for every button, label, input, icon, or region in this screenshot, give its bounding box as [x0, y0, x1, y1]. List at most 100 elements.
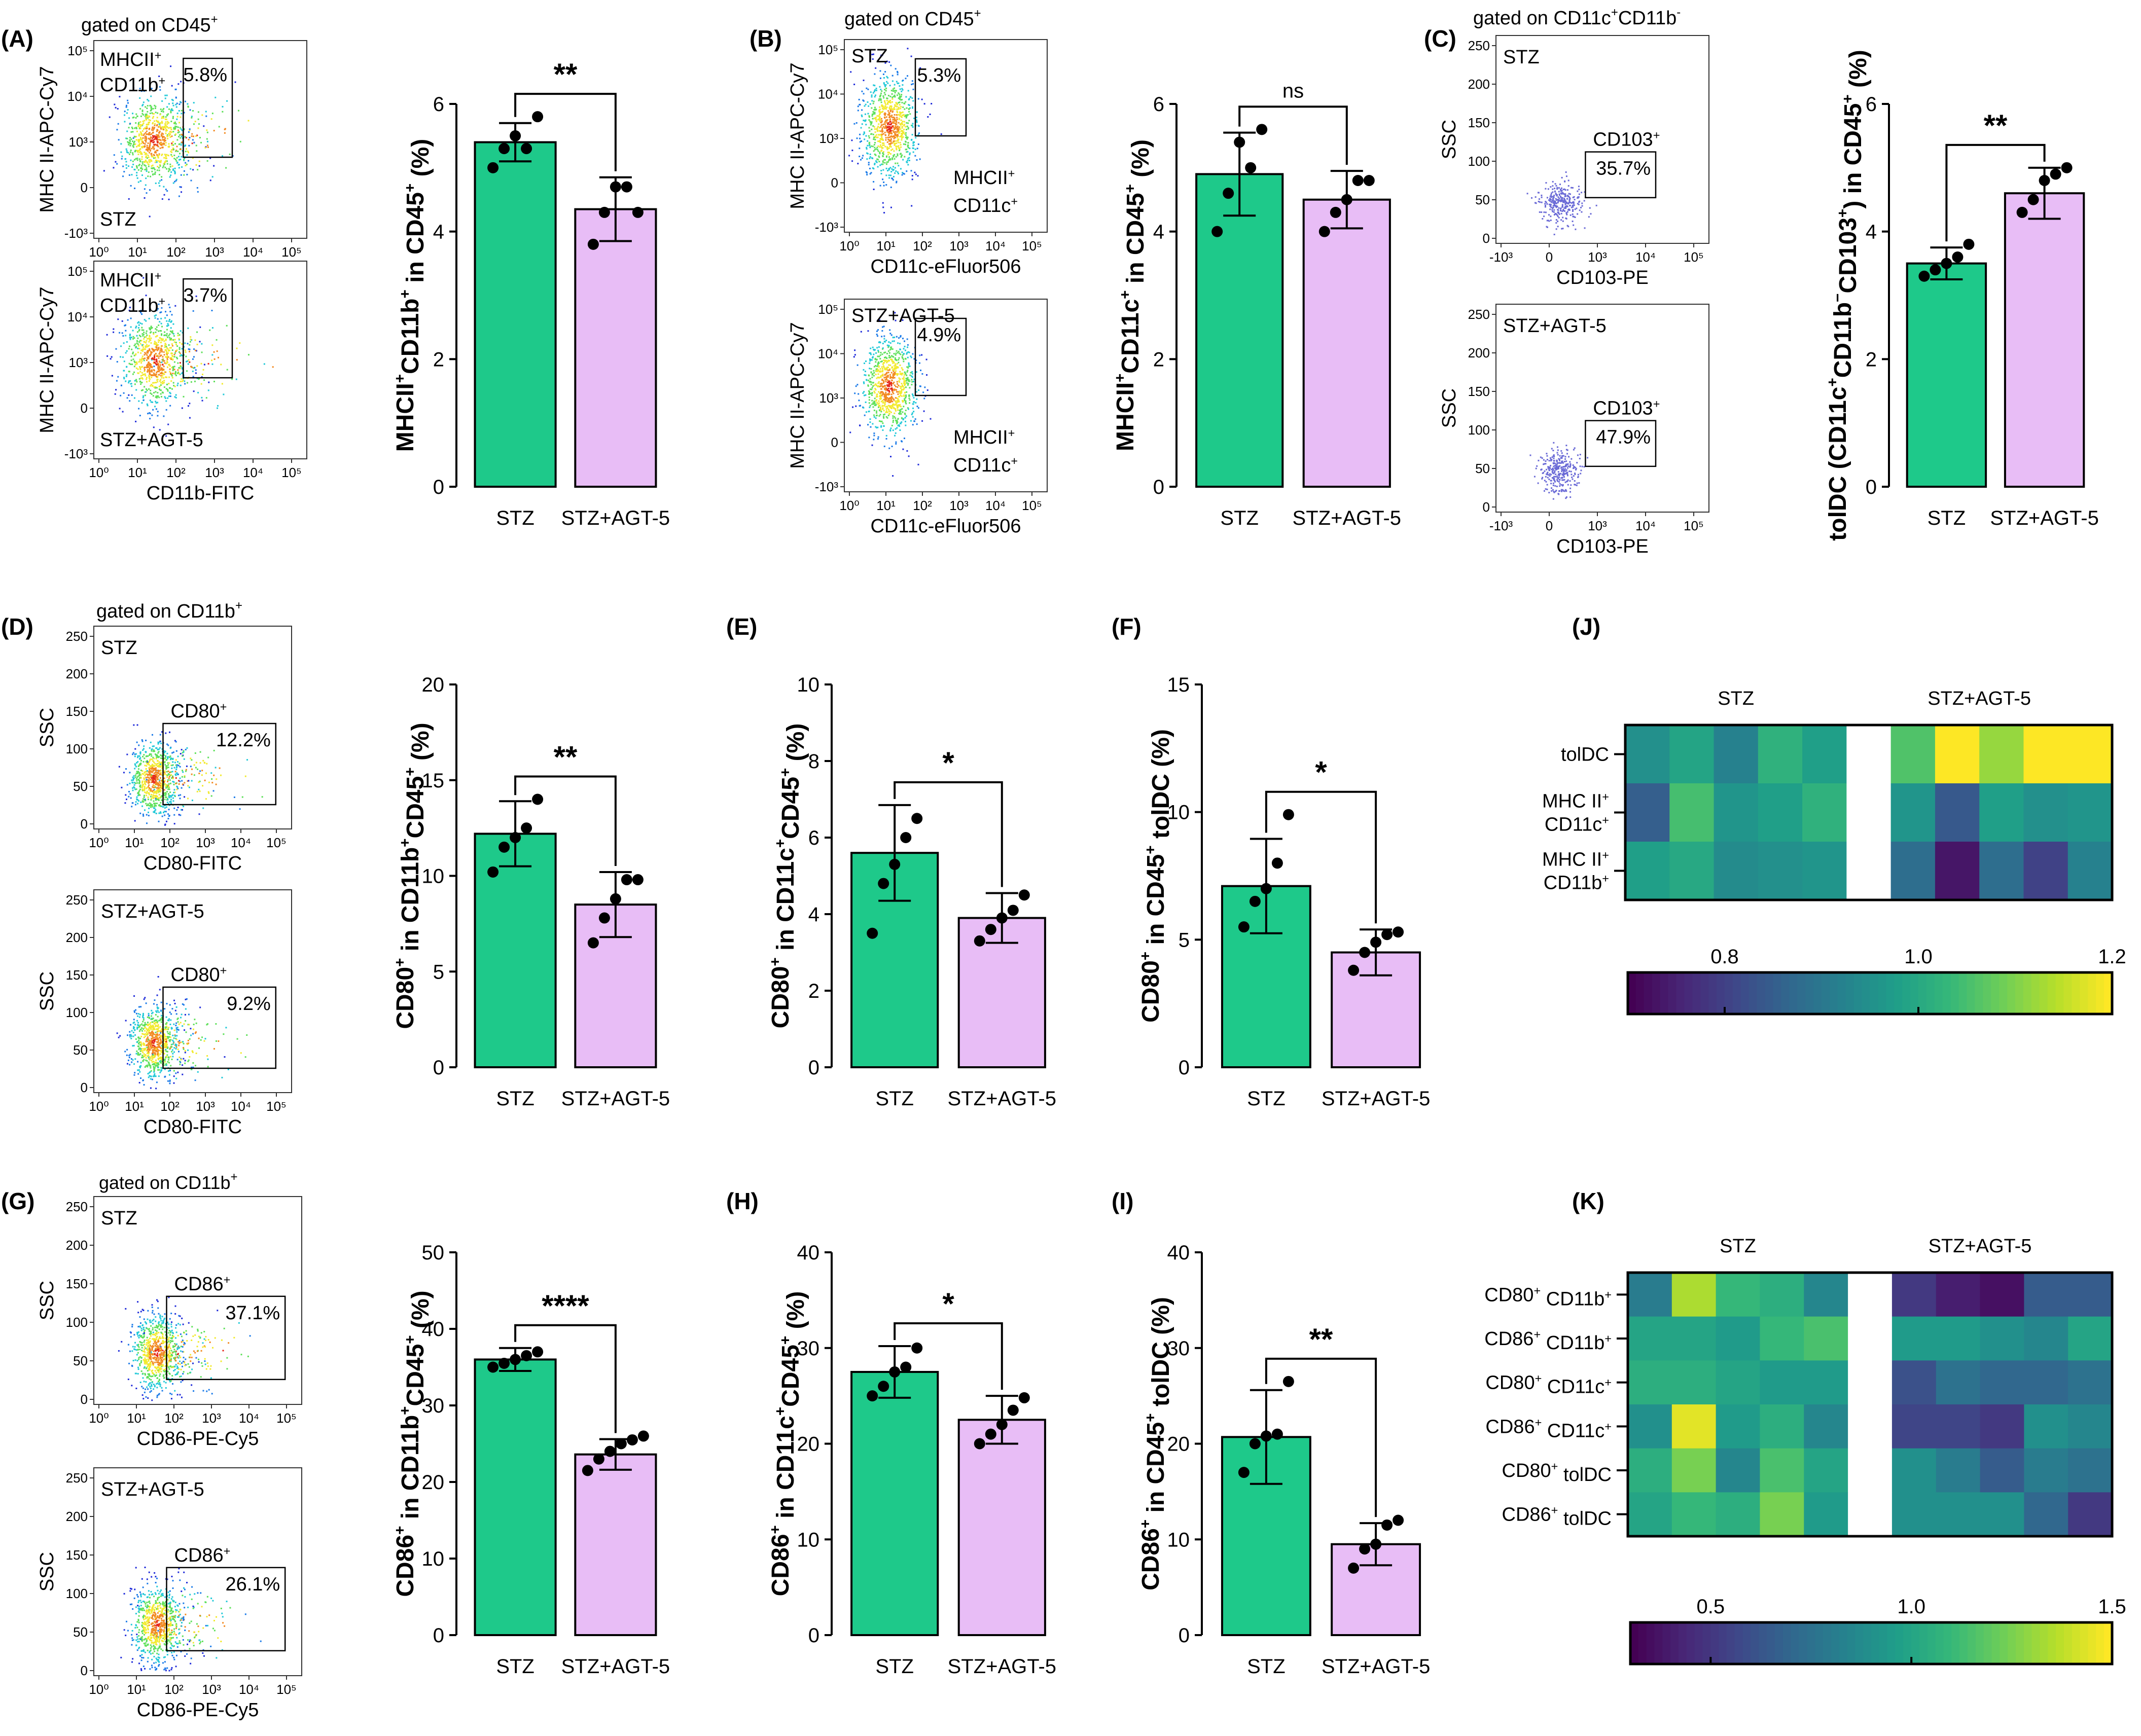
event-dot: [1544, 480, 1546, 482]
event-dot: [873, 353, 875, 355]
event-dot: [166, 356, 168, 358]
event-dot: [879, 354, 881, 356]
event-dot: [162, 139, 164, 141]
event-dot: [156, 309, 158, 311]
gate-title: gated on CD11b+: [96, 599, 242, 622]
event-dot: [905, 424, 907, 426]
event-dot: [861, 157, 863, 159]
event-dot: [889, 132, 891, 134]
event-dot: [1575, 468, 1577, 470]
event-dot: [151, 393, 153, 395]
event-dot: [882, 402, 884, 404]
event-dot: [153, 157, 155, 159]
event-dot: [899, 123, 901, 125]
event-dot: [146, 162, 148, 164]
event-dot: [1573, 196, 1575, 198]
event-dot: [177, 371, 180, 373]
event-dot: [895, 352, 897, 354]
event-dot: [172, 102, 174, 104]
event-dot: [1574, 473, 1576, 475]
event-dot: [147, 148, 149, 150]
event-dot: [184, 383, 186, 385]
event-dot: [865, 394, 867, 396]
event-dot: [884, 123, 886, 125]
event-dot: [876, 395, 878, 397]
event-dot: [146, 138, 148, 140]
event-dot: [139, 161, 141, 163]
event-dot: [868, 437, 870, 439]
event-dot: [136, 159, 138, 161]
event-dot: [881, 111, 883, 113]
event-dot: [912, 424, 914, 426]
event-dot: [1561, 490, 1563, 492]
gate-title: gated on CD11c+CD11b-: [1473, 6, 1681, 29]
event-dot: [894, 167, 896, 169]
event-dot: [185, 144, 187, 147]
event-dot: [156, 326, 158, 328]
event-dot: [184, 775, 186, 777]
event-dot: [1555, 202, 1557, 204]
event-dot: [905, 101, 907, 103]
event-dot: [148, 815, 150, 817]
event-dot: [880, 122, 882, 124]
event-dot: [905, 358, 907, 360]
event-dot: [172, 355, 174, 357]
event-dot: [129, 363, 131, 365]
event-dot: [201, 351, 203, 353]
event-dot: [145, 152, 147, 154]
event-dot: [161, 787, 163, 789]
event-dot: [881, 326, 883, 328]
event-dot: [155, 375, 157, 377]
event-dot: [1567, 203, 1569, 205]
event-dot: [911, 97, 913, 99]
event-dot: [886, 76, 888, 78]
event-dot: [138, 133, 140, 135]
event-dot: [146, 161, 148, 163]
event-dot: [1534, 202, 1536, 204]
event-dot: [127, 99, 129, 101]
event-dot: [144, 319, 146, 321]
event-dot: [1572, 213, 1574, 215]
event-dot: [876, 368, 878, 370]
event-dot: [148, 774, 150, 776]
event-dot: [883, 185, 885, 187]
event-dot: [890, 186, 892, 188]
event-dot: [903, 406, 905, 408]
event-dot: [176, 384, 179, 386]
event-dot: [198, 772, 200, 774]
event-dot: [222, 111, 224, 113]
event-dot: [1552, 482, 1554, 484]
event-dot: [160, 143, 162, 146]
event-dot: [139, 340, 141, 342]
event-dot: [156, 154, 158, 156]
event-dot: [902, 159, 904, 161]
event-dot: [885, 438, 887, 440]
event-dot: [235, 378, 237, 380]
event-dot: [111, 375, 113, 377]
event-dot: [904, 124, 906, 126]
event-dot: [1558, 199, 1560, 201]
event-dot: [146, 378, 148, 380]
event-dot: [881, 330, 883, 332]
event-dot: [195, 372, 197, 374]
event-dot: [148, 363, 150, 365]
event-dot: [882, 380, 884, 382]
event-dot: [867, 385, 869, 387]
event-dot: [880, 411, 882, 413]
event-dot: [127, 142, 129, 144]
event-dot: [173, 366, 175, 368]
event-dot: [161, 748, 163, 750]
event-dot: [877, 385, 879, 387]
event-dot: [888, 143, 890, 145]
event-dot: [201, 770, 203, 772]
event-dot: [875, 352, 877, 354]
event-dot: [129, 335, 131, 337]
event-dot: [1564, 466, 1566, 468]
event-dot: [1556, 188, 1558, 190]
event-dot: [150, 326, 152, 328]
event-dot: [180, 384, 182, 386]
event-dot: [151, 358, 153, 360]
event-dot: [894, 143, 896, 145]
event-dot: [897, 352, 899, 354]
event-dot: [178, 339, 180, 341]
